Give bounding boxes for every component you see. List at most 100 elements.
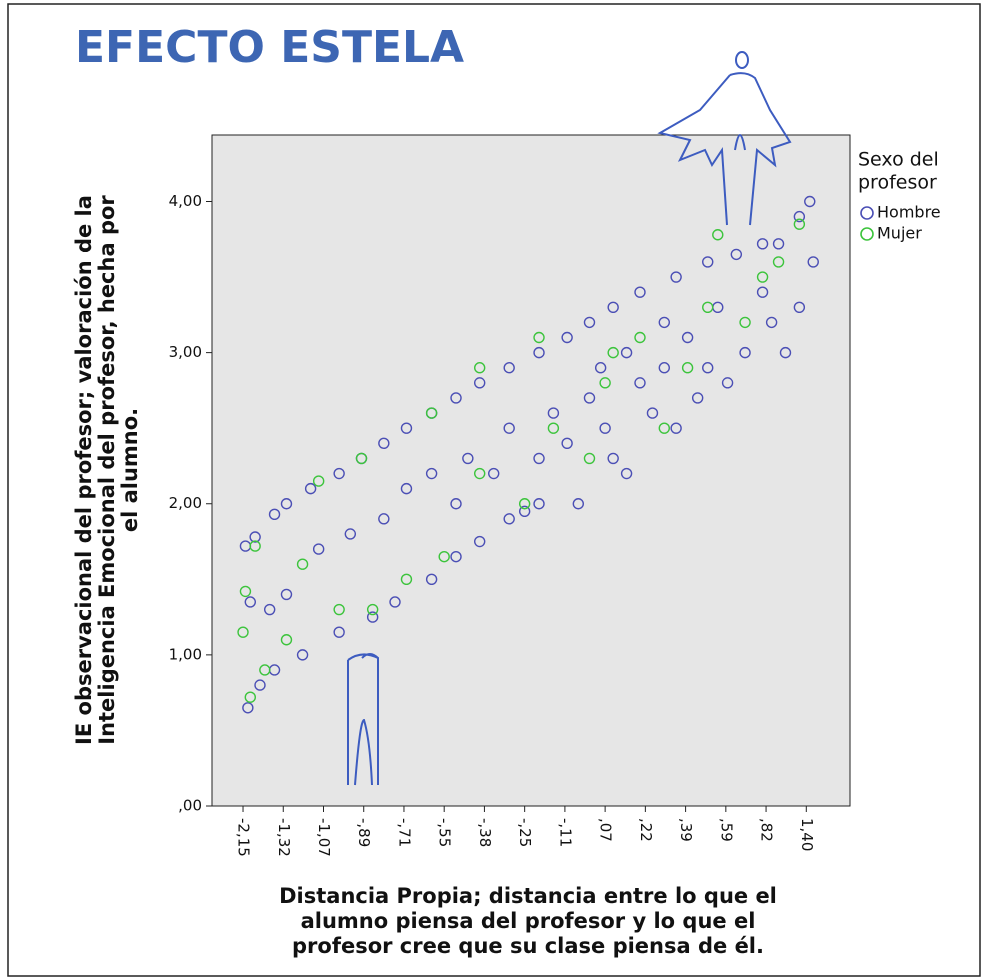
point	[620, 467, 633, 480]
point	[756, 286, 769, 298]
point	[400, 482, 413, 495]
legend-title: Sexo del	[858, 149, 939, 171]
point	[425, 407, 438, 419]
point	[425, 467, 438, 480]
point	[807, 256, 819, 268]
point	[450, 550, 462, 563]
point	[561, 331, 573, 344]
point	[450, 392, 462, 404]
x-tick-label: -2,15	[235, 818, 253, 857]
plot-area	[211, 134, 851, 807]
point	[237, 626, 249, 638]
point	[658, 316, 670, 329]
point	[721, 377, 734, 389]
point	[366, 603, 379, 616]
point	[462, 452, 474, 465]
y-tick-label: 2,00	[169, 494, 202, 512]
point	[366, 611, 379, 623]
x-tick-label: -,11	[556, 818, 574, 847]
point	[400, 573, 413, 586]
point	[473, 362, 486, 374]
y-axis-label: el alumno.	[118, 408, 142, 532]
point	[438, 550, 450, 563]
point	[658, 362, 670, 374]
point	[518, 505, 531, 518]
x-tick-label: 1,40	[798, 818, 816, 851]
point	[473, 535, 486, 548]
point	[547, 407, 560, 419]
x-tick-label: -1,07	[315, 818, 333, 857]
point	[533, 331, 545, 344]
point	[488, 467, 500, 480]
point	[681, 362, 694, 374]
point	[304, 482, 317, 495]
x-tick-label: ,22	[637, 818, 655, 842]
point	[518, 498, 531, 510]
point	[333, 603, 345, 616]
point	[730, 248, 743, 261]
point	[239, 585, 252, 598]
point	[378, 437, 390, 449]
point	[634, 331, 646, 344]
points	[237, 195, 819, 714]
point	[378, 513, 390, 525]
point	[333, 467, 345, 480]
point	[503, 513, 515, 525]
x-tick-label: -,55	[436, 818, 454, 847]
point	[263, 603, 276, 616]
point	[607, 452, 619, 465]
point	[355, 452, 368, 465]
x-tick-label: ,39	[677, 818, 695, 842]
x-tick-label: -1,32	[275, 818, 293, 857]
point	[702, 362, 714, 374]
legend-label: Hombre	[877, 203, 941, 222]
x-tick-label: ,59	[717, 818, 735, 842]
point	[268, 508, 281, 521]
point	[739, 316, 751, 329]
point	[249, 531, 261, 543]
y-axis-label: Inteligencia Emocional del profesor, hec…	[95, 195, 119, 745]
point	[296, 558, 309, 570]
point	[333, 626, 345, 638]
point	[242, 702, 254, 714]
point	[583, 316, 596, 329]
legend-title: profesor	[858, 172, 937, 194]
x-tick-label: ,82	[758, 818, 776, 842]
point	[712, 229, 724, 241]
point	[533, 498, 545, 510]
x-tick-label: ,07	[597, 818, 615, 842]
point	[583, 452, 596, 465]
cartoons	[347, 51, 792, 786]
point	[702, 256, 714, 268]
x-tick-label: -,38	[476, 818, 494, 847]
point	[244, 596, 256, 608]
point	[634, 377, 646, 389]
chart-title: EFECTO ESTELA	[75, 22, 464, 73]
point	[254, 679, 266, 691]
point	[772, 238, 785, 250]
point	[607, 346, 619, 359]
point	[793, 210, 806, 223]
legend-marker	[860, 227, 874, 241]
point	[533, 346, 545, 359]
point	[658, 422, 670, 434]
point	[739, 346, 751, 359]
y-tick-label: 3,00	[169, 343, 202, 361]
y-tick-label: 4,00	[169, 192, 202, 210]
x-tick-label: -,71	[395, 818, 413, 847]
point	[400, 422, 413, 434]
y-tick-label: ,00	[178, 797, 202, 815]
point	[756, 238, 769, 250]
point	[533, 452, 545, 465]
point	[503, 362, 515, 374]
point	[503, 422, 515, 434]
point	[620, 346, 633, 359]
point	[765, 316, 778, 329]
point	[702, 301, 714, 313]
point	[389, 596, 401, 608]
point	[670, 271, 682, 283]
point	[561, 437, 573, 449]
y-axis-label: IE observacional del profesor; valoració…	[72, 195, 96, 745]
